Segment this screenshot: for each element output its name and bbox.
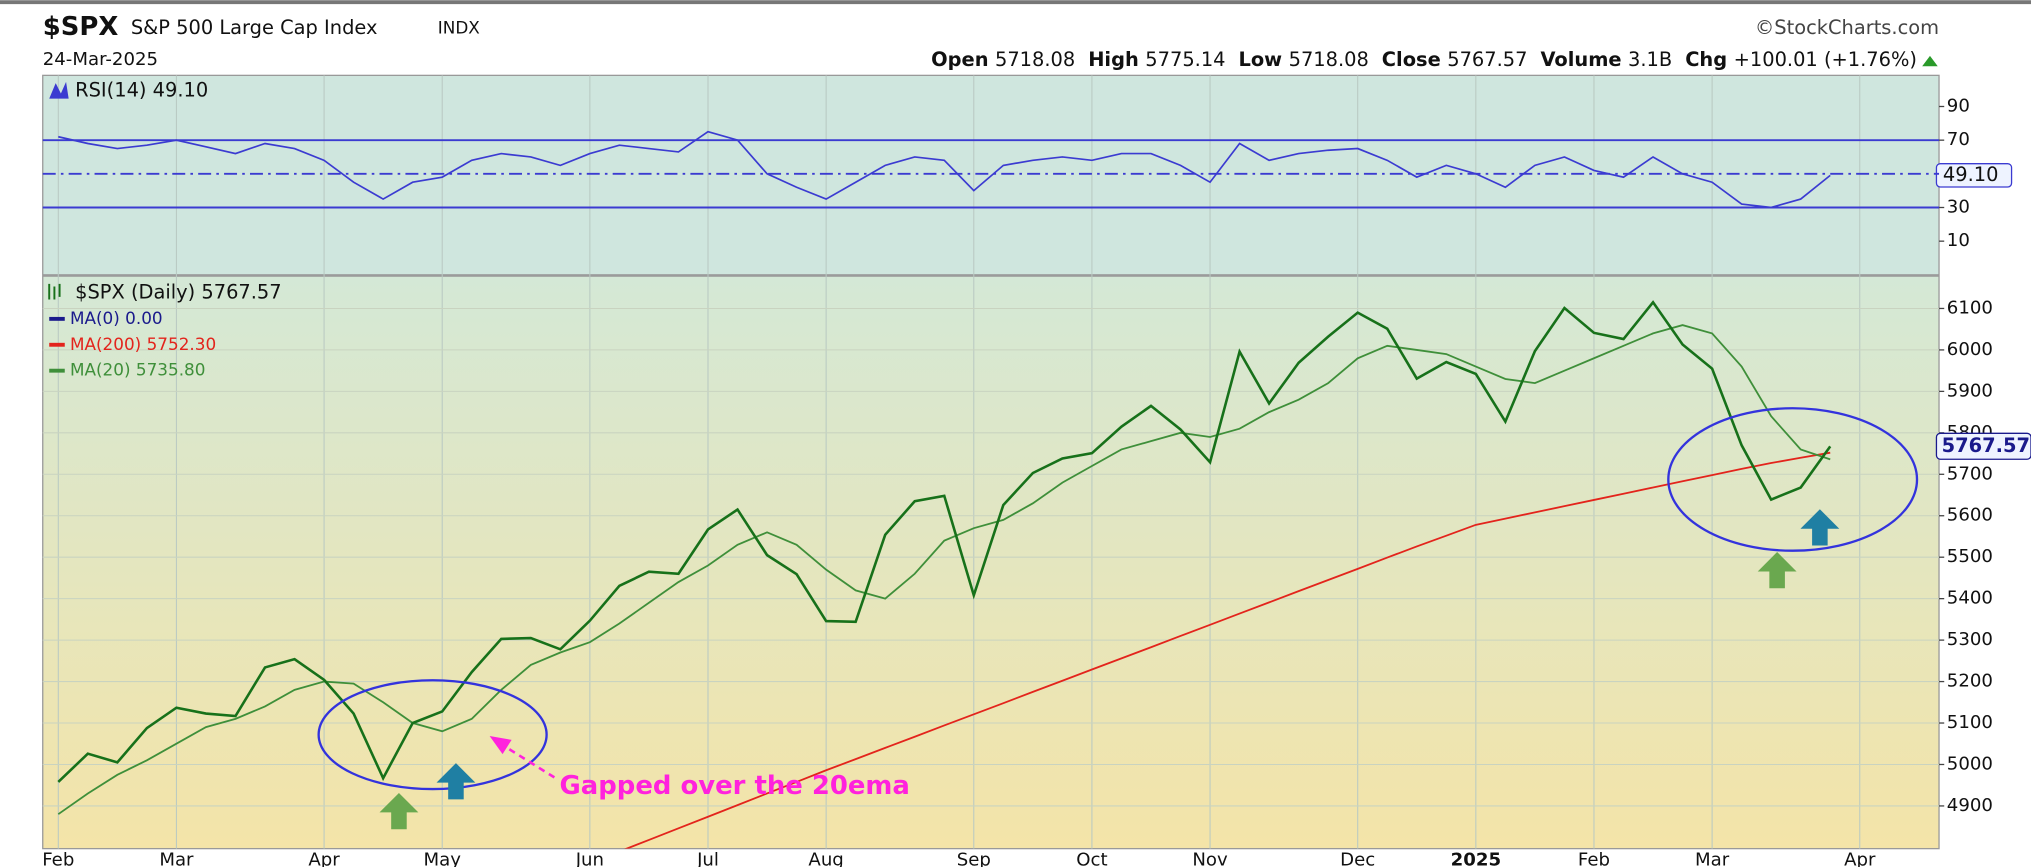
- rsi-line: [58, 130, 1831, 209]
- x-tick-label: Jun: [575, 849, 604, 867]
- quote-value: 3.1B: [1628, 47, 1672, 70]
- x-tick-label: Jul: [696, 849, 719, 867]
- green-arrow: [379, 792, 419, 830]
- price-panel: [42, 275, 1940, 850]
- up-arrow: [1922, 55, 1938, 67]
- y-tick-label: 5600: [1947, 505, 1993, 526]
- legend-icon: [48, 283, 61, 300]
- highlight-ellipse: [1667, 407, 1919, 552]
- ma-line: [624, 451, 1831, 849]
- quote-label: Volume: [1540, 47, 1621, 70]
- price-line: [57, 300, 1832, 783]
- x-tick-label: Feb: [1578, 849, 1610, 867]
- y-tick-label: 5700: [1947, 463, 1993, 484]
- quote-label: Close: [1382, 47, 1441, 70]
- y-tick-label: 5300: [1947, 629, 1993, 650]
- legend-label: MA(200) 5752.30: [70, 334, 216, 354]
- quote-value: 5767.57: [1447, 47, 1527, 70]
- last-value-label: 5767.57: [1942, 434, 2030, 457]
- credit: ©StockCharts.com: [1755, 16, 1939, 39]
- blue-arrow: [436, 763, 476, 800]
- green-arrow: [1757, 552, 1797, 589]
- index-name: S&P 500 Large Cap Index: [131, 16, 378, 39]
- quote-value: +100.01 (+1.76%): [1734, 47, 1917, 70]
- legend-label: MA(20) 5735.80: [70, 360, 206, 380]
- x-tick-label: Apr: [1844, 849, 1876, 867]
- y-tick-label: 90: [1947, 95, 1970, 116]
- quote-label: Open: [931, 47, 988, 70]
- y-tick-label: 10: [1947, 230, 1970, 251]
- y-tick-label: 30: [1947, 196, 1970, 217]
- x-tick-label: Mar: [159, 849, 194, 867]
- x-tick-label: Sep: [957, 849, 991, 867]
- y-tick-label: 6000: [1947, 339, 1993, 360]
- date: 24-Mar-2025: [43, 49, 158, 70]
- quote-label: Chg: [1685, 47, 1727, 70]
- y-tick-label: 6100: [1947, 297, 1993, 318]
- y-tick-label: 5900: [1947, 380, 1993, 401]
- x-tick-label: Aug: [808, 849, 843, 867]
- panel-icon: [49, 81, 69, 99]
- y-tick-label: 70: [1947, 129, 1970, 150]
- y-tick-label: 4900: [1947, 795, 1993, 816]
- y-tick-label: 5500: [1947, 546, 1993, 567]
- x-tick-label: Apr: [308, 849, 340, 867]
- highlight-ellipse: [317, 679, 548, 791]
- value-box: [1935, 163, 2013, 188]
- quote-value: 5775.14: [1145, 47, 1225, 70]
- panel-title: RSI(14) 49.10: [75, 78, 208, 101]
- x-tick-label: Mar: [1695, 849, 1730, 867]
- legend-label: MA(0) 0.00: [70, 308, 163, 328]
- ma-line: [57, 324, 1831, 815]
- quote-value: 5718.08: [1289, 47, 1369, 70]
- top-border: [0, 0, 2031, 5]
- x-tick-label: Feb: [42, 849, 74, 867]
- x-tick-label: Nov: [1192, 849, 1228, 867]
- y-tick-label: 5400: [1947, 588, 1993, 609]
- y-tick-label: 49.10: [1943, 163, 1999, 186]
- last-value-box: [1935, 432, 2031, 460]
- quote-line: Open 5718.08 High 5775.14 Low 5718.08 Close 576…: [931, 47, 1917, 70]
- exchange: INDX: [438, 18, 480, 38]
- quote-value: 5718.08: [995, 47, 1075, 70]
- y-tick-label: 5000: [1947, 753, 1993, 774]
- legend-label: $SPX (Daily) 5767.57: [75, 280, 282, 303]
- quote-label: High: [1088, 47, 1139, 70]
- annotation-text: Gapped over the 20ema: [560, 771, 910, 801]
- x-tick-label: May: [423, 849, 461, 867]
- blue-arrow: [1800, 509, 1840, 546]
- callout-line: [501, 743, 556, 779]
- symbol: $SPX: [43, 12, 119, 42]
- x-tick-label: Dec: [1340, 849, 1375, 867]
- quote-label: Low: [1238, 47, 1282, 70]
- callout-head: [489, 735, 512, 755]
- y-tick-label: 5100: [1947, 712, 1993, 733]
- x-tick-label: 2025: [1451, 849, 1501, 867]
- x-tick-label: Oct: [1076, 849, 1107, 867]
- y-tick-label: 5200: [1947, 671, 1993, 692]
